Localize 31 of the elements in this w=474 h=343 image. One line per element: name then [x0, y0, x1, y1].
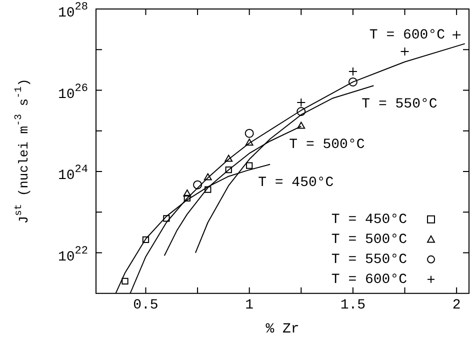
point — [122, 278, 128, 284]
legend-label: T = 600°C — [331, 272, 408, 288]
x-tick-label: 1.5 — [340, 298, 366, 314]
point — [184, 194, 191, 202]
y-axis-title: Jst (nuclei m-3 s-1) — [14, 78, 32, 224]
series-label: T = 550°C — [362, 96, 438, 112]
legend-label: T = 550°C — [331, 252, 408, 268]
x-tick-label: 2 — [452, 298, 461, 314]
legend-label: T = 500°C — [331, 232, 408, 248]
point — [225, 166, 232, 174]
point — [348, 77, 358, 86]
point — [163, 215, 170, 222]
series-label: T = 600°C — [369, 27, 446, 44]
legend-label: T = 450°C — [331, 212, 408, 228]
point — [183, 189, 192, 196]
point — [244, 128, 254, 138]
x-tick-label: 1 — [245, 298, 254, 314]
point — [224, 154, 233, 162]
x-axis-title: % Zr — [266, 321, 300, 338]
point — [245, 138, 254, 146]
point — [193, 180, 202, 190]
point — [204, 186, 212, 193]
x-tick-label: 0.5 — [133, 298, 158, 314]
point — [296, 107, 306, 116]
point — [142, 236, 150, 244]
point — [246, 162, 253, 169]
point — [297, 122, 306, 129]
point — [204, 173, 212, 180]
point — [452, 30, 462, 40]
series-label: T = 500°C — [289, 136, 365, 153]
series-label: T = 450°C — [258, 175, 334, 192]
